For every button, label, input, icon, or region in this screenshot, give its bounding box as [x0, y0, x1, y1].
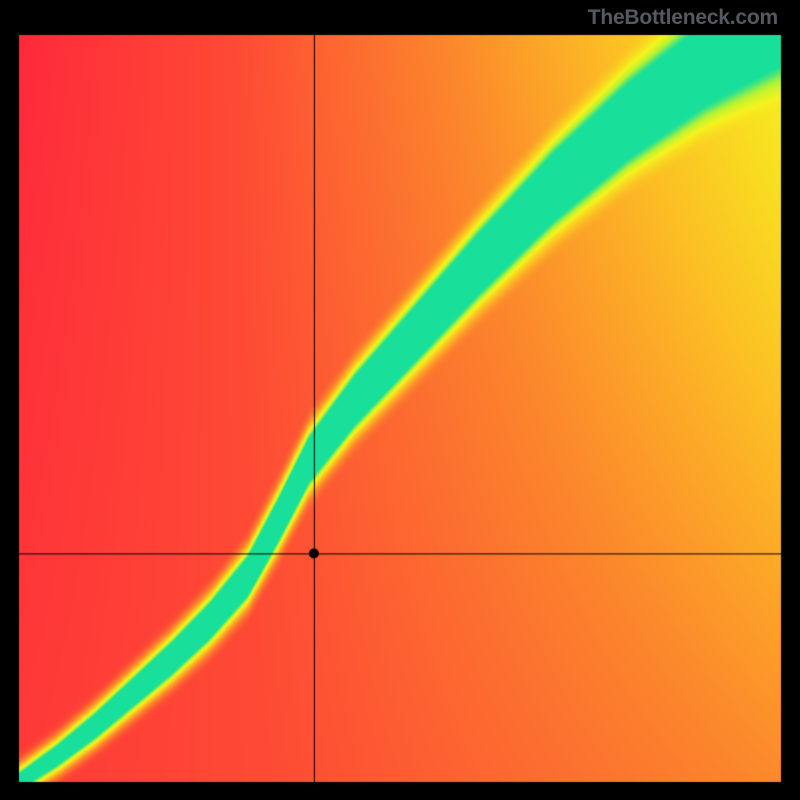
attribution-text: TheBottleneck.com: [588, 6, 778, 30]
bottleneck-heatmap: [0, 0, 800, 800]
